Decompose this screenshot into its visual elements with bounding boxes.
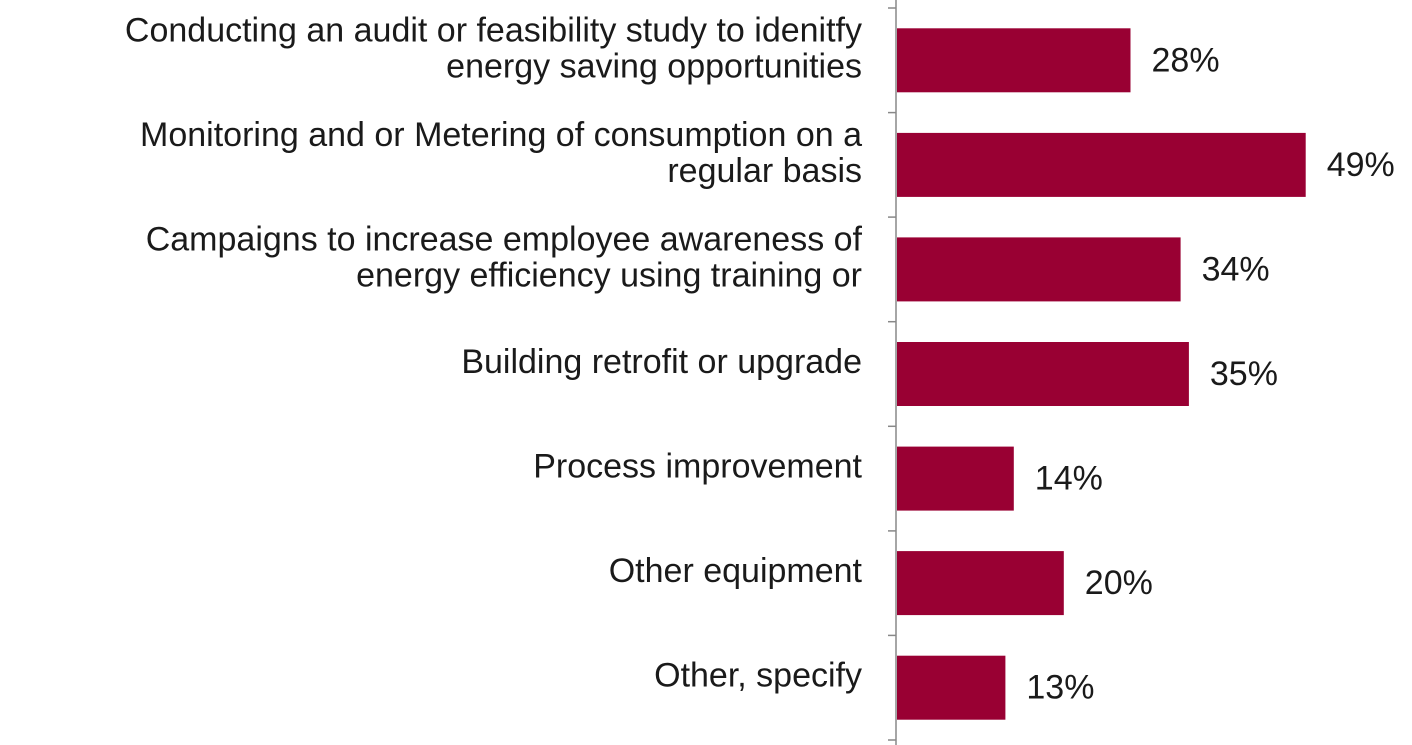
- value-label-1: 28%: [1152, 41, 1220, 79]
- bar-4: [897, 342, 1189, 406]
- bar-7: [897, 655, 1006, 720]
- bars-layer: [897, 28, 1306, 720]
- bar-2: [897, 132, 1306, 197]
- category-label-3-line-1: Campaigns to increase employee awareness…: [146, 220, 863, 258]
- value-labels: 28% 49% 34% 35% 14% 20% 13%: [1026, 41, 1394, 706]
- value-label-7: 13%: [1026, 669, 1094, 707]
- value-label-6: 20%: [1085, 564, 1153, 602]
- bar-6: [897, 551, 1064, 616]
- bar-5: [897, 446, 1014, 511]
- y-axis: [888, 0, 897, 745]
- category-label-7: Other, specify: [654, 657, 862, 695]
- category-label-6: Other equipment: [609, 552, 863, 590]
- category-label-5: Process improvement: [533, 448, 862, 486]
- value-label-2: 49%: [1327, 146, 1395, 184]
- bar-3: [897, 237, 1181, 302]
- category-labels: Conducting an audit or feasibility study…: [125, 11, 863, 694]
- value-label-3: 34%: [1202, 250, 1270, 288]
- value-label-5: 14%: [1035, 460, 1103, 498]
- category-label-1-line-1: Conducting an audit or feasibility study…: [125, 11, 862, 49]
- category-label-1-line-2: energy saving opportunities: [446, 47, 862, 85]
- category-label-2-line-1: Monitoring and or Metering of consumptio…: [140, 116, 862, 154]
- category-label-4: Building retrofit or upgrade: [461, 343, 862, 381]
- category-label-2-line-2: regular basis: [667, 152, 862, 190]
- bar-1: [897, 28, 1131, 93]
- category-label-3-line-2: energy efficiency using training or: [356, 256, 862, 294]
- value-label-4: 35%: [1210, 355, 1278, 393]
